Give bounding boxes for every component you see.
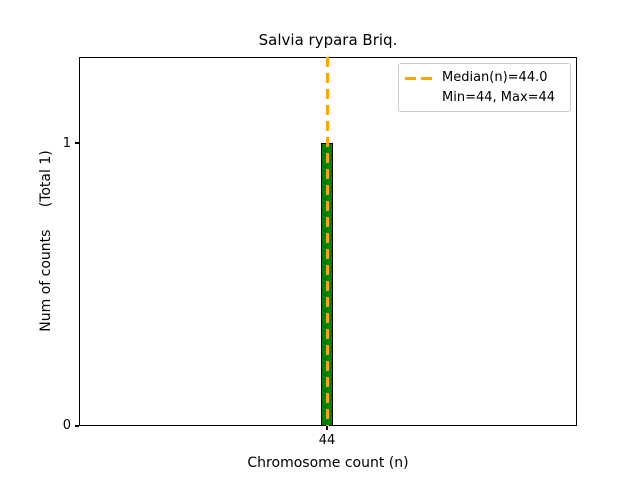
x-axis-label: Chromosome count (n)	[247, 455, 409, 471]
legend: Median(n)=44.0 Min=44, Max=44	[398, 63, 571, 112]
chart-title: Salvia rypara Briq.	[258, 31, 398, 49]
x-tick-mark-44	[326, 426, 328, 430]
y-tick-mark-0	[75, 425, 79, 427]
median-line	[326, 57, 329, 426]
x-tick-label-44: 44	[318, 433, 336, 448]
legend-marker-spacer	[405, 97, 432, 100]
legend-row-minmax: Min=44, Max=44	[405, 88, 564, 108]
y-tick-label-1: 1	[62, 136, 71, 151]
median-dashed-line-icon	[405, 76, 432, 80]
legend-minmax-label: Min=44, Max=44	[442, 90, 556, 105]
y-tick-mark-1	[75, 142, 79, 144]
y-tick-label-0: 0	[62, 418, 71, 433]
y-axis-label: Num of counts (Total 1)	[38, 150, 54, 332]
legend-row-median: Median(n)=44.0	[405, 68, 564, 88]
legend-median-label: Median(n)=44.0	[442, 70, 548, 85]
